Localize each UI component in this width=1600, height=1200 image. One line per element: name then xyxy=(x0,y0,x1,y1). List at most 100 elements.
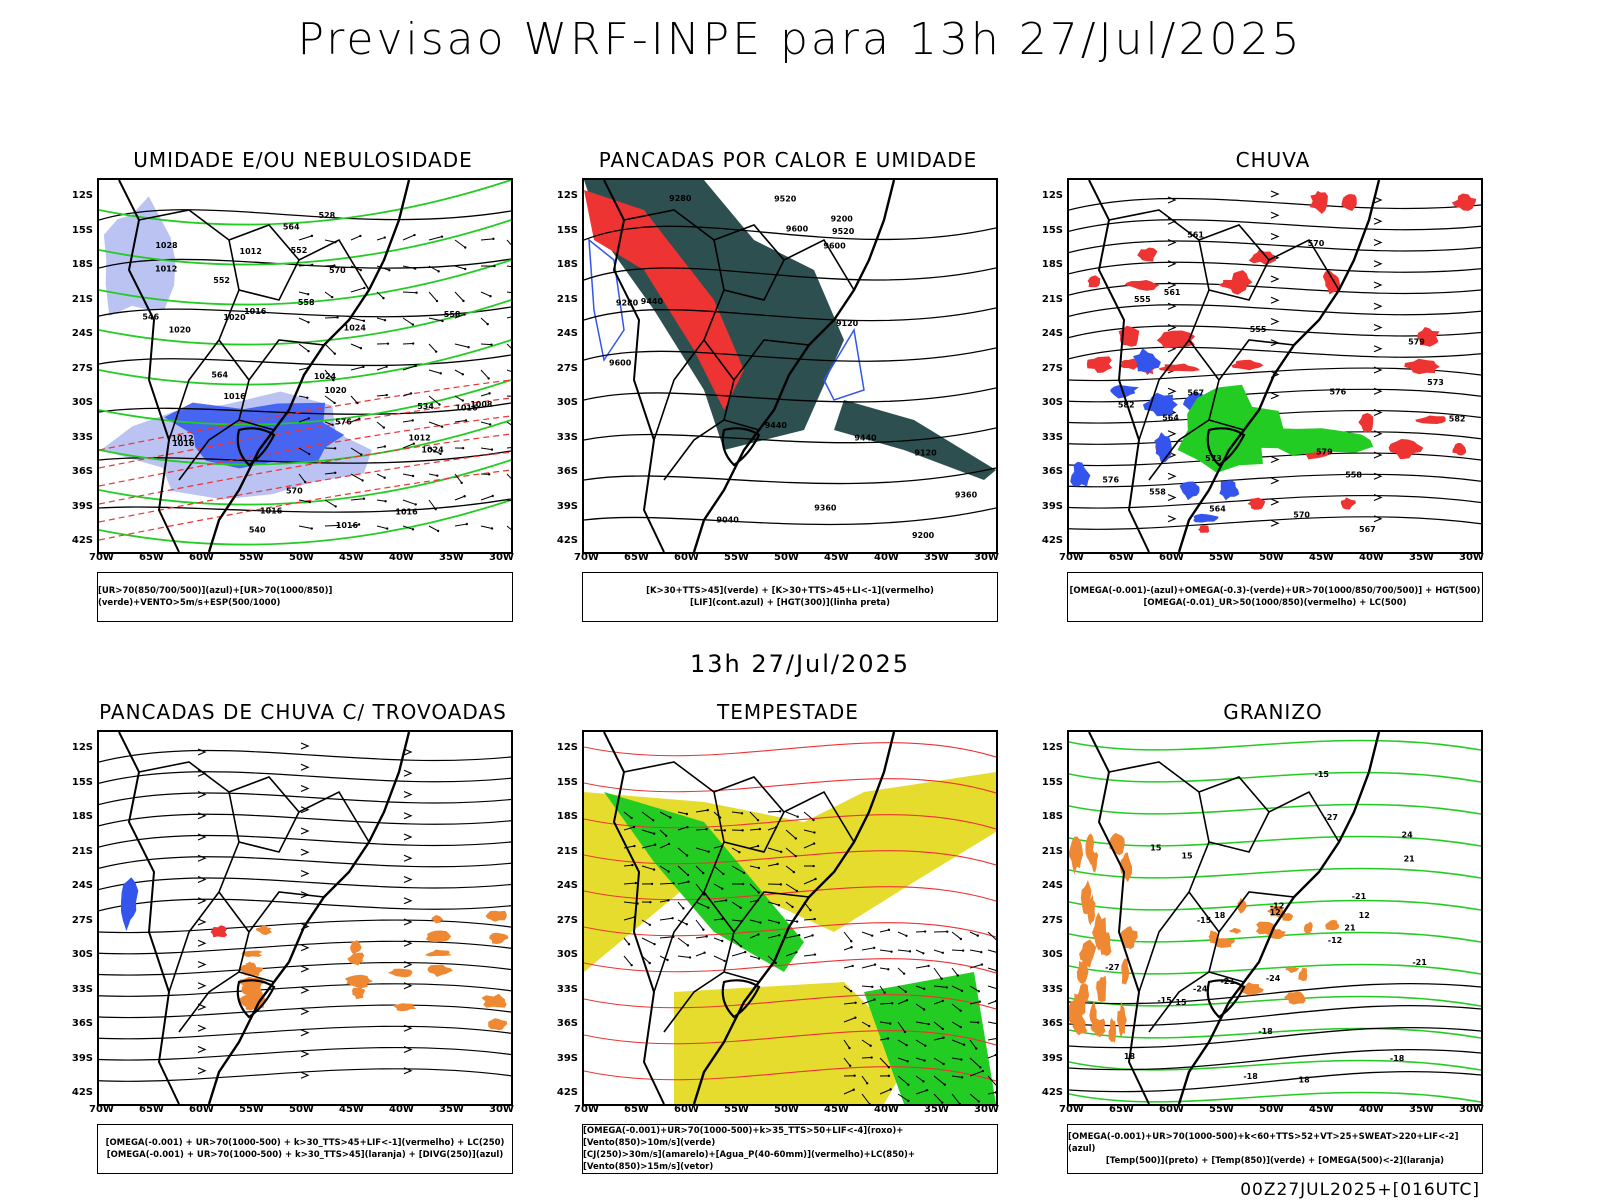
wind850-vector xyxy=(677,901,684,909)
wind850-vector-head xyxy=(907,1099,910,1103)
wind850-vector xyxy=(767,863,778,867)
longitude-label: 55W xyxy=(724,1104,749,1115)
panel-legend: [OMEGA(-0.001)-(azul)+OMEGA(-0.3)-(verde… xyxy=(1067,572,1483,622)
wind-vector xyxy=(428,421,443,428)
thickness-contour xyxy=(99,469,511,541)
wind-vector-head xyxy=(409,392,413,395)
wind850-vector xyxy=(623,811,632,819)
wind850-vector-head xyxy=(871,985,874,989)
contour-label: -15 xyxy=(1315,770,1330,779)
omega500-orange xyxy=(1119,852,1133,883)
wind-vector xyxy=(480,317,489,325)
hgt500-streamline xyxy=(1069,304,1481,317)
omega-green-band xyxy=(1234,428,1374,456)
wind850-vector-head xyxy=(959,1025,962,1029)
omega-blue xyxy=(1110,385,1139,399)
wind-vector xyxy=(402,443,414,449)
andes-coast-line xyxy=(1088,732,1150,1104)
wind850-vector xyxy=(713,865,724,875)
forecast-map xyxy=(582,730,998,1106)
wind850-vector-head xyxy=(795,889,799,893)
wind-vector xyxy=(506,499,511,501)
wind-vector xyxy=(350,473,363,481)
wind-vector-head xyxy=(462,299,465,303)
contour-label: 21 xyxy=(1404,854,1416,863)
rh-low-level-contour xyxy=(99,259,511,306)
wind-vector xyxy=(506,316,511,319)
wind850-vector xyxy=(879,967,889,970)
wind850-vector xyxy=(987,1075,996,1086)
wind850-vector-head xyxy=(812,842,816,845)
omega500-orange xyxy=(1069,836,1084,875)
wind-vector xyxy=(350,287,365,293)
wind850-vector xyxy=(951,1021,962,1028)
contour-label: 1028 xyxy=(155,241,178,250)
latitude-label: 18S xyxy=(556,811,578,822)
latitude-label: 36S xyxy=(1041,1018,1063,1029)
latitude-label: 39S xyxy=(556,1052,578,1064)
longitude-label: 55W xyxy=(1209,552,1234,563)
wind850-vector xyxy=(749,811,759,821)
wind-vector xyxy=(428,236,443,241)
contour-label: 9440 xyxy=(765,421,788,430)
flow-arrow xyxy=(403,833,413,841)
wind-vector xyxy=(428,447,441,455)
wind850-vector xyxy=(879,1002,893,1005)
wind850-vector-head xyxy=(869,1044,872,1047)
wind850-vector xyxy=(987,1038,996,1041)
country-state-borders xyxy=(138,209,370,481)
wind850-vector-head xyxy=(685,812,689,816)
wind850-vector xyxy=(677,865,689,876)
wind850-vector-head xyxy=(813,917,816,921)
hgt500-streamline xyxy=(1069,516,1481,530)
wind-vector-head xyxy=(362,497,366,500)
wind850-vector xyxy=(767,919,779,924)
wind850-vector-head xyxy=(941,1027,945,1031)
map-canvas: 582 579 576 573 570 567 564 561 558 555 582 579 576 5… xyxy=(1069,180,1481,552)
omega500-orange xyxy=(1238,982,1264,996)
wind850-vector xyxy=(749,865,759,869)
wind-vector xyxy=(298,525,312,530)
flow-arrow xyxy=(197,1003,207,1011)
temp500-contour xyxy=(1069,982,1481,1005)
wind-vector xyxy=(376,317,386,321)
wind850-vector-head xyxy=(706,808,709,812)
wind-vector-head xyxy=(491,494,494,498)
lc250-streamline xyxy=(99,940,511,955)
longitude-label: 70W xyxy=(1059,1104,1084,1115)
panel-title: PANCADAS DE CHUVA C/ TROVOADAS xyxy=(99,700,507,724)
andes-coast-line xyxy=(603,180,665,552)
wind850-vector-head xyxy=(940,977,943,980)
latitude-label: 27S xyxy=(71,914,93,926)
wind-vector-head xyxy=(334,471,337,474)
flow-arrow xyxy=(197,982,207,990)
wind-vector xyxy=(428,473,438,477)
wind850-vector-head xyxy=(907,1083,910,1086)
rio-grande-do-sul-outline xyxy=(1206,979,1246,1019)
wind850-vector-head xyxy=(849,989,853,993)
wind850-vector xyxy=(695,865,704,874)
wind850-vector xyxy=(749,845,759,849)
wind850-vector-head xyxy=(688,956,692,959)
wind-vector-head xyxy=(333,264,336,267)
wind850-vector xyxy=(767,810,781,813)
wind-vector xyxy=(350,235,361,241)
wind850-vector xyxy=(933,967,943,980)
wind850-vector-head xyxy=(795,951,798,954)
wind850-vector-head xyxy=(705,828,708,831)
omega-rh-red xyxy=(1198,525,1210,533)
longitude-label: 60W xyxy=(674,552,699,563)
wind-vector-head xyxy=(490,527,494,530)
lc250-streamline xyxy=(99,877,511,891)
wind850-vector xyxy=(969,1021,979,1024)
flow-arrow xyxy=(403,875,413,884)
latitude-label: 15S xyxy=(556,224,578,236)
rio-grande-do-sul-outline xyxy=(236,427,276,467)
wind850-vector-head xyxy=(848,1064,852,1068)
wind-vector-head xyxy=(306,293,310,296)
atlantic-coastline xyxy=(692,180,896,552)
wind-vector-head xyxy=(438,403,441,406)
contour-label: 567 xyxy=(1187,389,1204,398)
flow-arrow xyxy=(300,763,310,771)
latitude-label: 30S xyxy=(556,949,578,960)
